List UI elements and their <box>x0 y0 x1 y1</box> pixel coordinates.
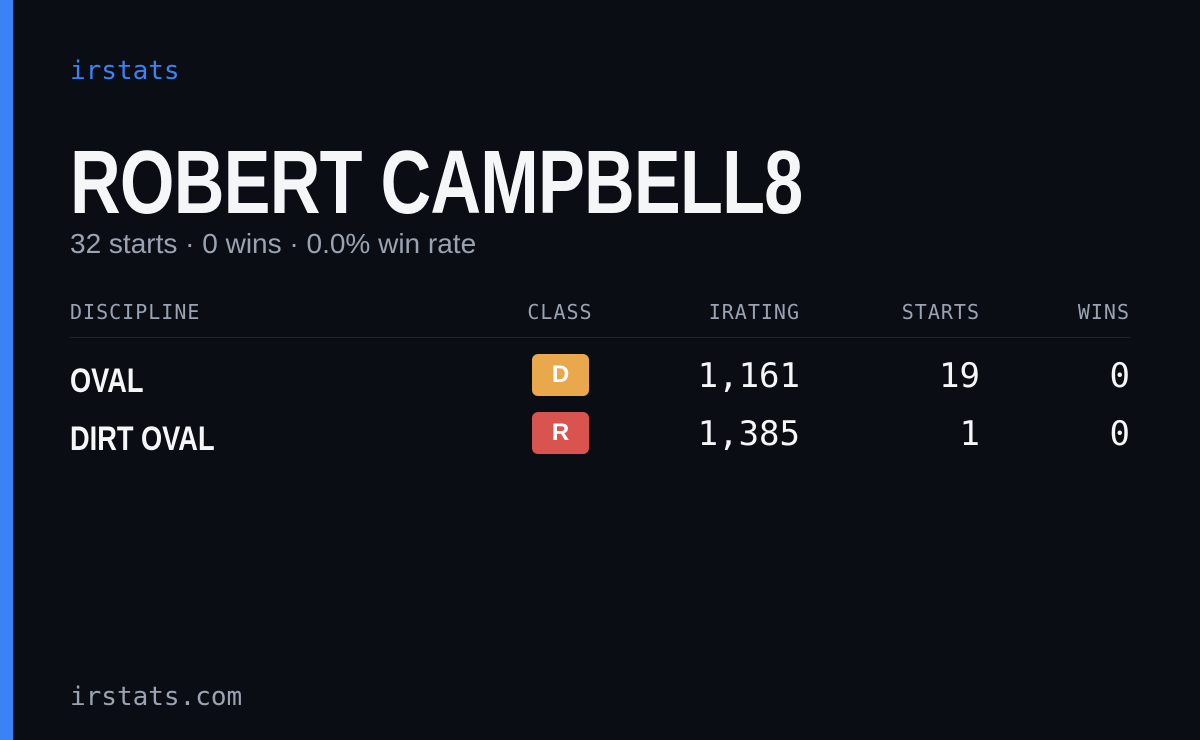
starts: 19 <box>939 356 980 396</box>
irating: 1,161 <box>697 356 800 396</box>
discipline: OVAL <box>70 362 144 400</box>
driver-name: ROBERT CAMPBELL8 <box>70 133 803 233</box>
column-header: IRATING <box>708 300 800 324</box>
wins: 0 <box>1109 356 1130 396</box>
irating: 1,385 <box>697 414 800 454</box>
summary: 32 starts · 0 wins · 0.0% win rate <box>70 228 477 259</box>
wins: 0 <box>1109 414 1130 454</box>
class-badge: R <box>532 412 589 454</box>
starts: 1 <box>959 414 980 454</box>
discipline: DIRT OVAL <box>70 420 215 458</box>
class-badge: D <box>532 354 589 396</box>
column-header: CLASS <box>527 300 593 324</box>
accent-bar <box>0 0 13 740</box>
column-header: WINS <box>1077 300 1130 324</box>
header-rule <box>70 337 1130 338</box>
column-header: STARTS <box>901 300 980 324</box>
column-header: DISCIPLINE <box>70 300 201 324</box>
brand: irstats <box>70 56 180 86</box>
footer-site: irstats.com <box>70 682 243 712</box>
